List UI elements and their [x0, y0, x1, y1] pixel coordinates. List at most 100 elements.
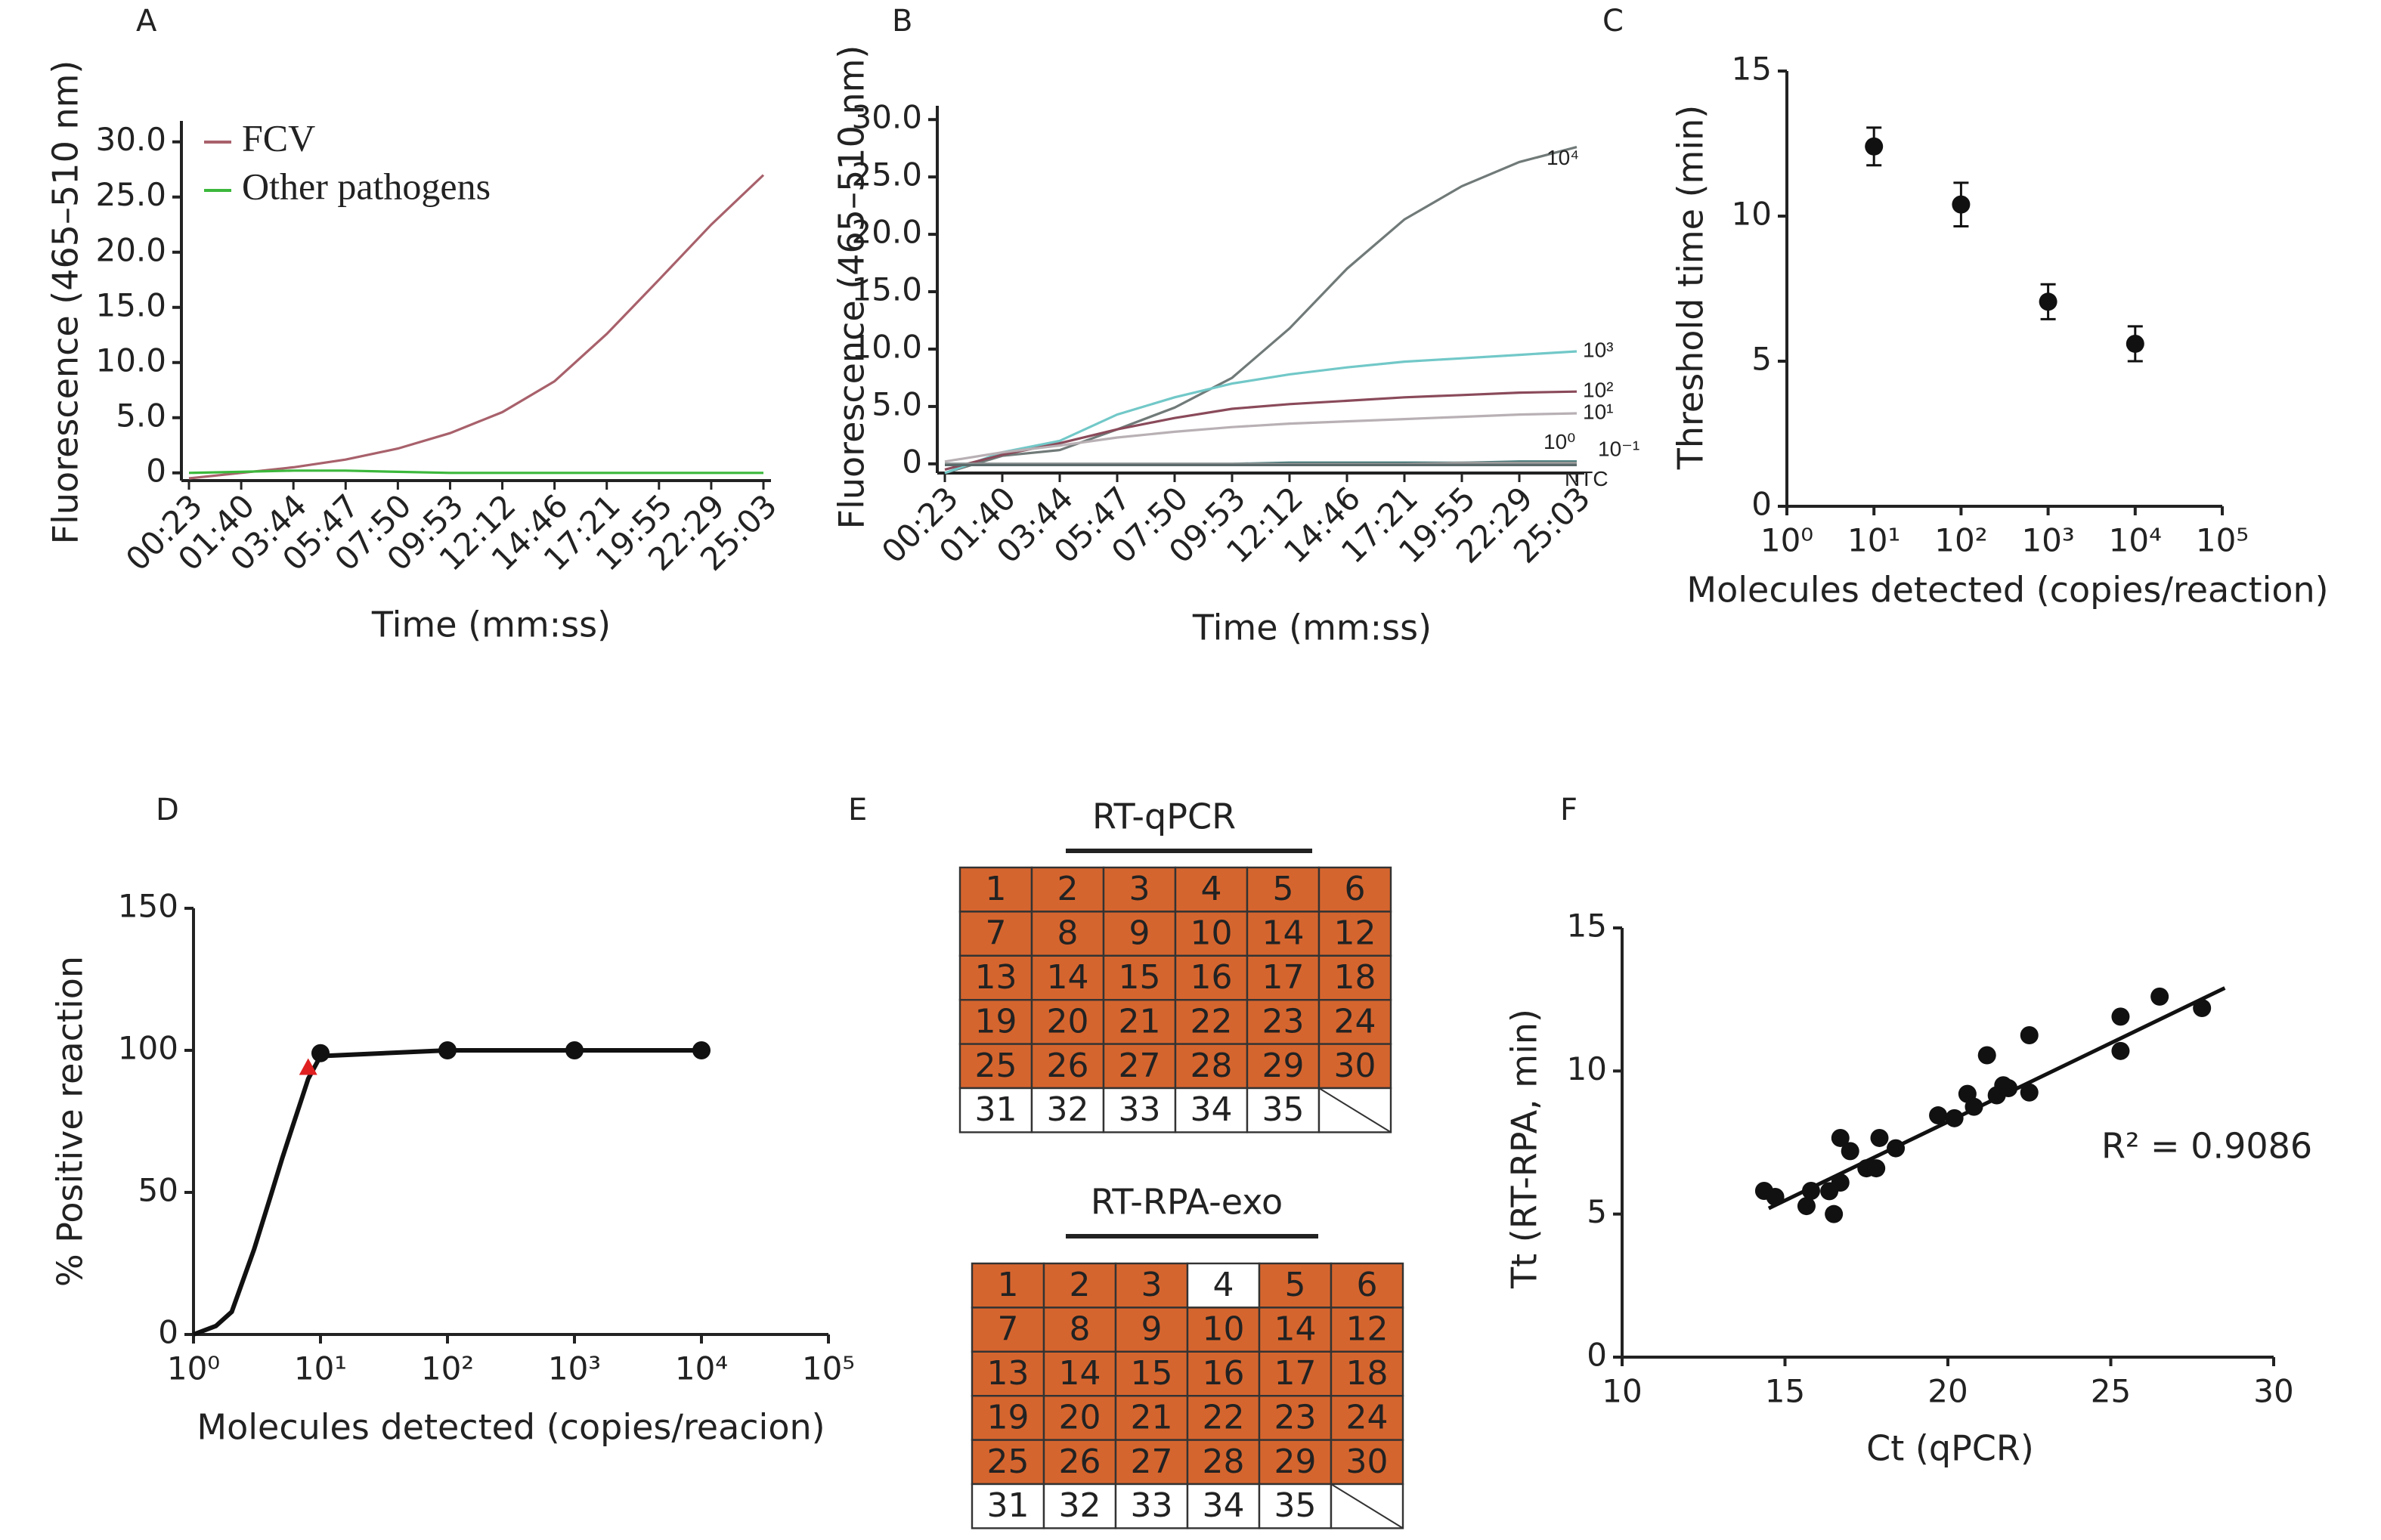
marker	[565, 1041, 584, 1059]
cell-text: 17	[1274, 1354, 1317, 1393]
point	[1766, 1187, 1785, 1206]
cell-text: 33	[1131, 1486, 1173, 1525]
table-cell	[1317, 998, 1392, 1045]
point	[1887, 1139, 1906, 1158]
cell-text: 21	[1119, 1002, 1161, 1041]
cell-text: 2	[1070, 1266, 1091, 1304]
x-axis-label: Time (mm:ss)	[1192, 608, 1432, 648]
y-tick-label: 100	[118, 1030, 178, 1067]
cell-text: 8	[1070, 1310, 1091, 1349]
cell-text: 34	[1190, 1090, 1233, 1129]
y-tick-label: 0	[902, 443, 922, 480]
cell-text: 20	[1047, 1002, 1089, 1041]
x-tick-label: 10³	[548, 1350, 601, 1387]
x-tick-label: 10⁴	[2109, 522, 2162, 559]
x-tick-label: 10²	[421, 1350, 474, 1387]
y-tick-label: 25.0	[851, 156, 922, 193]
point	[1825, 1204, 1844, 1223]
table-cell	[1042, 1307, 1117, 1353]
point	[1831, 1128, 1850, 1147]
table-cell	[1246, 998, 1321, 1045]
table-cell	[1042, 1394, 1117, 1441]
point	[1841, 1142, 1859, 1161]
x-tick-label: 25	[2091, 1373, 2131, 1410]
point	[2193, 999, 2212, 1018]
y-tick-label: 10	[1567, 1050, 1607, 1087]
table-cell	[1042, 1483, 1117, 1529]
cell-text: 30	[1346, 1443, 1389, 1481]
table-cell	[1030, 998, 1105, 1045]
table-cell	[1258, 1350, 1333, 1397]
cell-text: 4	[1213, 1266, 1234, 1304]
x-tick-label: 20	[1927, 1373, 1968, 1410]
table-cell	[1330, 1350, 1404, 1397]
y-axis-label: Fluorescence (465–510 nm)	[831, 45, 872, 530]
cell-text: 28	[1190, 1047, 1233, 1085]
cell-text: 19	[987, 1398, 1029, 1436]
table-cell	[1102, 954, 1177, 1001]
cell-text: 15	[1119, 958, 1161, 997]
panel-label: D	[156, 793, 179, 827]
cell-text: 9	[1129, 914, 1150, 953]
table-cell	[1102, 998, 1177, 1045]
cell-text: 18	[1346, 1354, 1389, 1393]
y-tick-label: 5	[1751, 341, 1772, 378]
cell-text: 31	[975, 1090, 1017, 1129]
cell-text: 20	[1059, 1398, 1101, 1436]
table-cell	[1317, 866, 1392, 913]
cell-text: 27	[1119, 1047, 1161, 1085]
table-title: RT-RPA-exo	[1091, 1182, 1283, 1223]
cell-text: 23	[1274, 1398, 1317, 1436]
x-tick-label: 10²	[1934, 522, 1987, 559]
table-cell	[1330, 1394, 1404, 1441]
cell-text: 25	[987, 1443, 1029, 1481]
y-tick-label: 30.0	[95, 121, 166, 158]
table-title: RT-qPCR	[1092, 796, 1236, 837]
point	[1867, 1159, 1886, 1178]
y-tick-label: 20.0	[95, 231, 166, 268]
table-cell	[971, 1439, 1045, 1486]
table-cell	[958, 954, 1033, 1001]
point	[1797, 1197, 1816, 1216]
cell-text: 14	[1274, 1310, 1317, 1349]
table-cell	[971, 1483, 1045, 1529]
table-cell	[1174, 1087, 1249, 1133]
cell-text: 19	[975, 1002, 1017, 1041]
cell-text: 14	[1059, 1354, 1101, 1393]
panel-label: A	[136, 4, 157, 39]
annotation: R² = 0.9086	[2101, 1126, 2312, 1167]
table-cell	[1114, 1307, 1189, 1353]
table-cell	[1246, 1087, 1321, 1133]
y-tick-label: 0	[146, 452, 166, 489]
y-tick-label: 15.0	[95, 286, 166, 323]
cell-text: 12	[1334, 914, 1376, 953]
panel-label: B	[892, 4, 912, 39]
series-label: 10¹	[1583, 400, 1613, 423]
x-tick-label: 30	[2253, 1373, 2293, 1410]
y-axis-label: Tt (RT-RPA, min)	[1504, 1009, 1545, 1289]
series-line	[944, 390, 1578, 471]
x-axis-label: Molecules detected (copies/reacion)	[197, 1407, 825, 1448]
cell-text: 9	[1141, 1310, 1163, 1349]
cell-text: 1	[986, 870, 1007, 908]
cell-text: 16	[1203, 1354, 1245, 1393]
cell-text: 25	[975, 1047, 1017, 1085]
x-tick-label: 10¹	[1847, 522, 1900, 559]
y-tick-label: 5.0	[872, 385, 922, 422]
point	[1929, 1106, 1948, 1125]
point	[1870, 1128, 1889, 1147]
table-cell	[1258, 1394, 1333, 1441]
y-tick-label: 5.0	[116, 397, 166, 434]
series-line	[188, 174, 765, 480]
cell-text: 34	[1203, 1486, 1245, 1525]
table-cell	[958, 1043, 1033, 1090]
y-tick-label: 10.0	[95, 342, 166, 379]
y-tick-label: 150	[118, 888, 178, 925]
table-cell	[1246, 911, 1321, 957]
cell-text: 33	[1119, 1090, 1161, 1129]
table-cell	[1246, 954, 1321, 1001]
cell-text: 5	[1285, 1266, 1306, 1304]
cell-text: 3	[1129, 870, 1150, 908]
